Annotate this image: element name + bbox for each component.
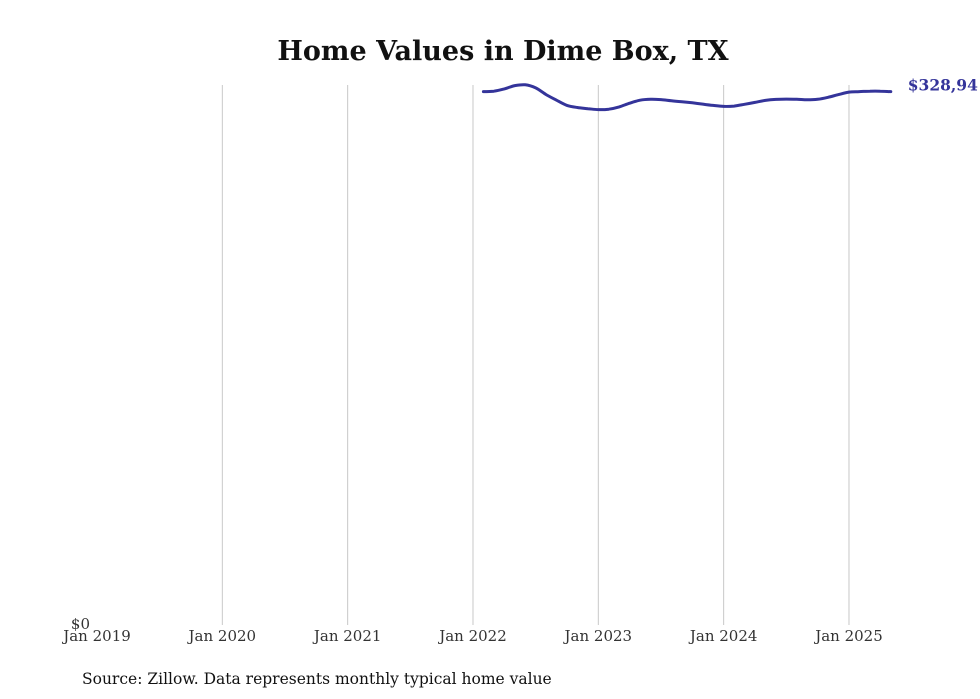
vertical-gridlines [221,85,850,625]
x-tick-label: Jan 2019 [61,627,131,645]
series-line [481,83,893,112]
x-tick-label: Jan 2020 [187,627,257,645]
x-tick-label: Jan 2022 [437,627,507,645]
y-tick-label: $0 [71,615,90,633]
x-axis-tick-labels: Jan 2019 Jan 2020 Jan 2021 Jan 2022 Jan 2023… [61,627,883,645]
series-group: $328,94 [481,76,978,112]
x-tick-label: Jan 2025 [813,627,883,645]
x-tick-label: Jan 2024 [688,627,758,645]
chart-title: Home Values in Dime Box, TX [277,36,728,67]
source-note: Source: Zillow. Data represents monthly … [82,670,552,688]
x-tick-label: Jan 2021 [312,627,382,645]
x-tick-label: Jan 2023 [563,627,633,645]
series-end-label: $328,94 [908,76,978,95]
y-axis-tick-labels: $0 [71,615,90,633]
